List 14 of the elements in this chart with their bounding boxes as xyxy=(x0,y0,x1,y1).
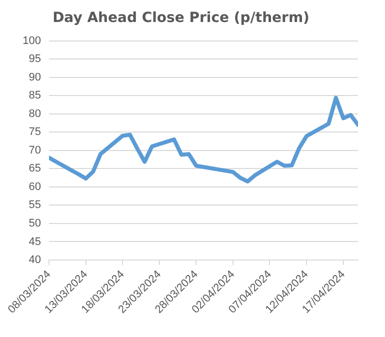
y-tick-label: 70 xyxy=(28,144,41,156)
y-tick-label: 45 xyxy=(28,236,41,248)
y-tick-label: 65 xyxy=(28,162,41,175)
y-tick-label: 55 xyxy=(28,199,41,212)
chart-title: Day Ahead Close Price (p/therm) xyxy=(52,10,310,26)
y-tick-label: 90 xyxy=(28,71,41,84)
y-tick-label: 95 xyxy=(28,53,41,66)
y-tick-label: 50 xyxy=(28,218,41,230)
y-tick-label: 85 xyxy=(28,90,41,102)
y-tick-label: 75 xyxy=(28,126,41,138)
y-tick-label: 40 xyxy=(28,254,41,266)
y-tick-label: 60 xyxy=(28,180,41,193)
y-tick-label: 80 xyxy=(28,108,41,120)
y-tick-label: 100 xyxy=(22,34,41,47)
